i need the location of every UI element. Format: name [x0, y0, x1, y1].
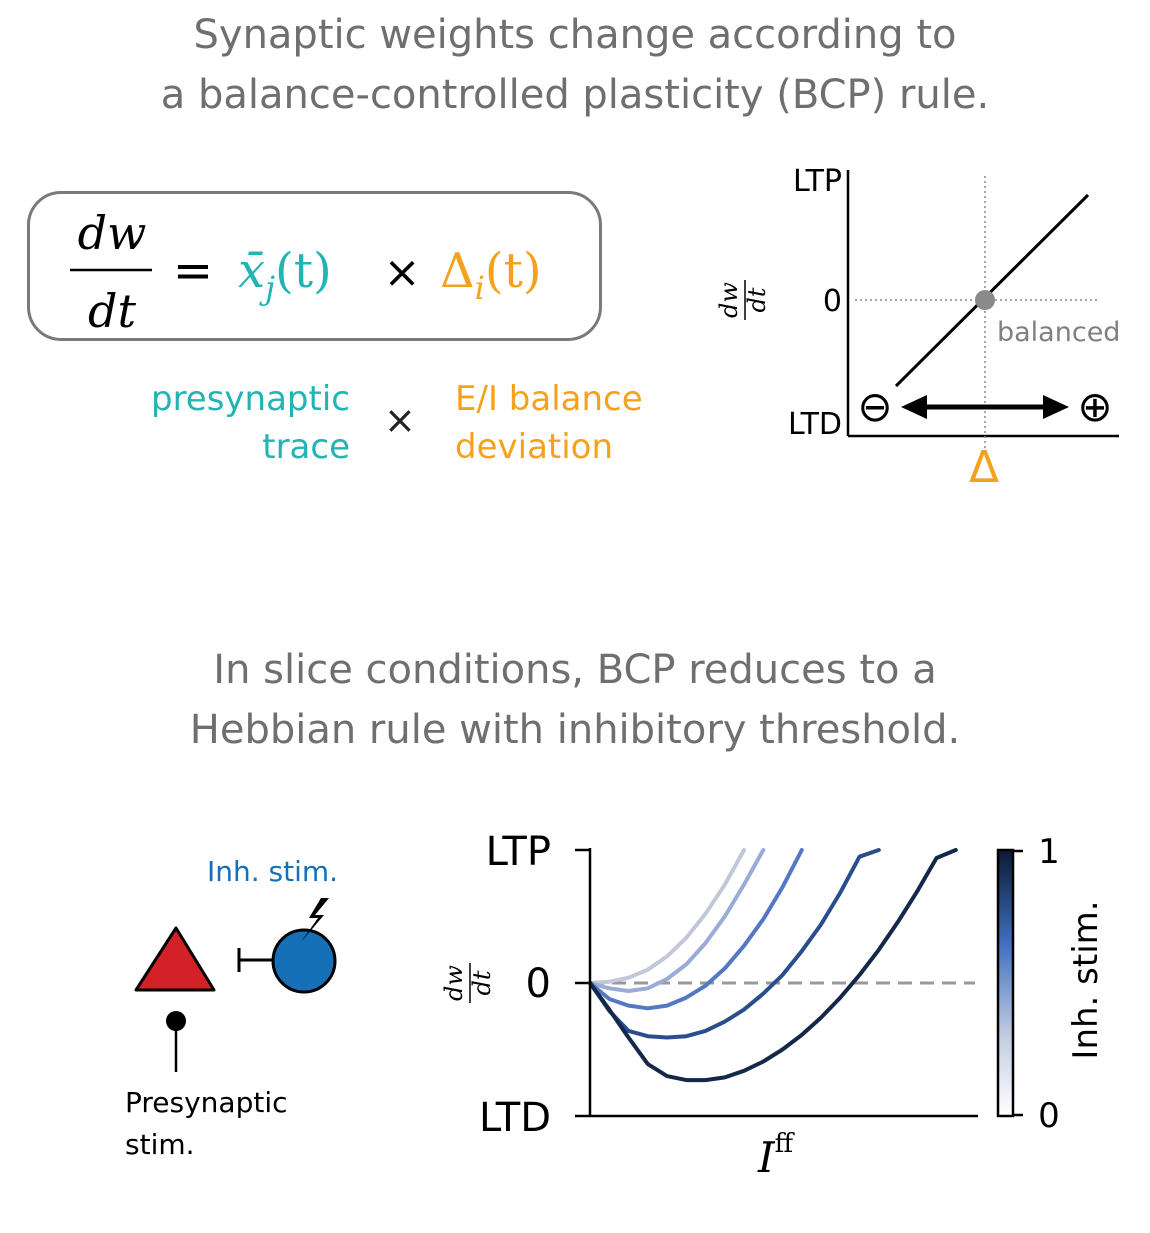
top-heading-line1: Synaptic weights change according to — [193, 12, 957, 58]
eq-equals: = — [173, 243, 213, 299]
bottom-heading: In slice conditions, BCP reduces to a He… — [0, 640, 1150, 760]
bcp-rule-line — [894, 193, 1090, 388]
eq-trace-symbol: x̄ — [238, 243, 265, 299]
series-line-4 — [588, 848, 958, 1083]
chart-xlabel-sup: ff — [775, 1129, 796, 1159]
series-group — [588, 848, 958, 1083]
hebbian-threshold-chart: LTP 0 LTD dw dt Iff 1 0 Inh. stim. — [440, 829, 1106, 1180]
equation-box — [27, 191, 602, 341]
presynaptic-stim-line2: stim. — [125, 1128, 195, 1161]
bcp-arrow-left-head — [901, 395, 927, 419]
legend-presynaptic: presynaptic trace — [110, 375, 350, 471]
legend-times: × — [384, 398, 416, 442]
chart-ylabel-num: dw — [440, 965, 468, 1001]
presynaptic-stim-label: Presynaptic stim. — [125, 1086, 296, 1161]
series-line-1 — [588, 848, 766, 993]
eq-delta-sub: i — [475, 269, 485, 307]
bcp-y-bottom-label: LTD — [788, 407, 842, 442]
bottom-heading-line1: In slice conditions, BCP reduces to a — [213, 647, 937, 693]
slice-schematic: Inh. stim. Presynaptic stim. — [125, 855, 338, 1161]
legend-ei-balance-line2: deviation — [455, 427, 614, 467]
eq-trace: x̄j(t) — [238, 243, 332, 307]
pyramidal-neuron-triangle — [134, 926, 216, 992]
bcp-equation: dw dt = x̄j(t) × Δi(t) — [70, 206, 542, 338]
presynaptic-stim-line1: Presynaptic — [125, 1086, 288, 1119]
legend-ei-balance-line1: E/I balance — [455, 379, 643, 419]
eq-delta-symbol: Δ — [440, 243, 475, 299]
bottom-heading-line2: Hebbian rule with inhibitory threshold. — [189, 707, 961, 753]
inh-stim-label: Inh. stim. — [207, 855, 338, 888]
bcp-ylabel-den: dt — [743, 287, 771, 312]
eq-times: × — [384, 247, 421, 298]
top-heading: Synaptic weights change according to a b… — [0, 5, 1150, 125]
bcp-y-zero-label: 0 — [823, 284, 842, 319]
eq-delta: Δi(t) — [440, 243, 542, 307]
chart-xlabel-base: I — [757, 1133, 776, 1180]
colorbar-min-label: 0 — [1038, 1096, 1060, 1136]
bcp-x-axis-label: Δ — [969, 442, 999, 493]
y-tick-zero: 0 — [526, 961, 551, 1007]
colorbar-max-label: 1 — [1038, 832, 1060, 872]
presynaptic-terminal — [166, 1011, 186, 1031]
bcp-rule-plot: LTP 0 LTD dw dt balanced ⊖ ⊕ Δ — [715, 164, 1120, 493]
eq-lhs-denominator: dt — [88, 284, 136, 338]
chart-y-axis-label: dw dt — [440, 963, 496, 1003]
y-tick-ltd: LTD — [479, 1095, 551, 1141]
y-tick-ltp: LTP — [486, 829, 551, 875]
chart-ylabel-den: dt — [468, 970, 496, 995]
colorbar — [996, 848, 1015, 1118]
series-line-0 — [588, 848, 746, 985]
bcp-y-top-label: LTP — [793, 164, 842, 199]
legend-presynaptic-line1: presynaptic — [150, 379, 350, 419]
series-line-2 — [588, 848, 804, 1011]
legend-presynaptic-line2: trace — [262, 427, 350, 467]
eq-delta-arg: (t) — [485, 243, 542, 299]
bcp-ylabel-num: dw — [715, 282, 743, 318]
legend-ei-balance: E/I balance deviation — [455, 375, 643, 471]
bcp-y-axis-label: dw dt — [715, 280, 771, 320]
eq-trace-arg: (t) — [275, 243, 332, 299]
eq-lhs-numerator: dw — [78, 206, 147, 260]
bcp-balanced-point — [975, 290, 995, 310]
interneuron-circle — [271, 928, 337, 994]
colorbar-label: Inh. stim. — [1066, 900, 1106, 1059]
bcp-balanced-label: balanced — [997, 317, 1120, 348]
top-heading-line2: a balance-controlled plasticity (BCP) ru… — [160, 72, 990, 118]
bcp-plus-symbol: ⊕ — [1077, 382, 1112, 431]
bcp-minus-symbol: ⊖ — [857, 382, 892, 431]
bcp-arrow-right-head — [1043, 395, 1069, 419]
series-line-3 — [588, 848, 881, 1040]
chart-x-axis-label: Iff — [757, 1129, 796, 1180]
